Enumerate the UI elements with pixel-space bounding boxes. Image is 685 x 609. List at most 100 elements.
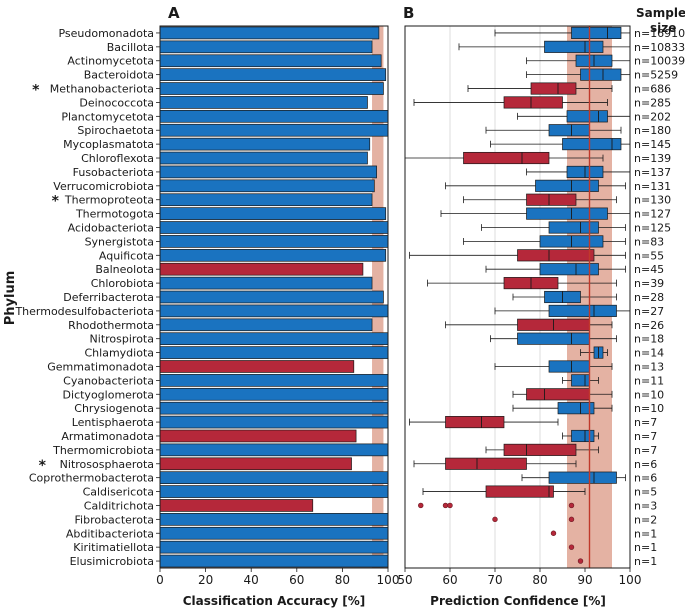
flier-point [447, 502, 453, 509]
category-label-chrysiogenota: Chrysiogenota [74, 402, 154, 415]
sample-size-planctomycetota: n=202 [634, 110, 671, 123]
sample-size-chloroflexota: n=139 [634, 152, 671, 165]
box-chloroflexota [463, 151, 550, 165]
box-bacillota [544, 40, 604, 53]
flier-point [568, 516, 575, 523]
panel-b-x-tick-80: 80 [532, 573, 547, 587]
panel-b-x-tick-70: 70 [487, 573, 502, 587]
bar-thermotogota [159, 207, 387, 220]
sample-size-abditibacteriota: n=1 [634, 527, 657, 540]
category-label-rhodothermota: Rhodothermota [68, 319, 154, 332]
bar-aquificota [159, 248, 387, 262]
box-acidobacteriota [548, 221, 599, 234]
sample-size-bacillota: n=10833 [634, 41, 685, 54]
category-label-nitrososphaerota: Nitrososphaerota [60, 458, 154, 471]
flier-point [492, 516, 498, 523]
category-label-cyanobacteriota: Cyanobacteriota [63, 374, 154, 387]
category-label-coprothermobacterota: Coprothermobacterota [29, 472, 154, 485]
category-label-fusobacteriota: Fusobacteriota [73, 166, 154, 179]
panel-b-x-tick-50: 50 [397, 573, 412, 587]
category-label-chlamydiota: Chlamydiota [85, 347, 155, 360]
panel-a-letter: A [168, 4, 180, 22]
category-label-armatimonadota: Armatimonadota [61, 430, 154, 443]
bar-pseudomonadota [159, 26, 380, 40]
bar-verrucomicrobiota [159, 179, 375, 193]
panel-b-x-tick-100: 100 [619, 573, 642, 587]
category-label-bacillota: Bacillota [107, 41, 154, 54]
panel-a-x-tick-20: 20 [198, 573, 213, 587]
box-planctomycetota [566, 110, 608, 123]
sample-size-fibrobacterota: n=2 [634, 513, 657, 526]
sample-size-calditrichota: n=3 [634, 499, 657, 512]
sample-size-elusimicrobiota: n=1 [634, 555, 657, 568]
category-label-spirochaetota: Spirochaetota [77, 124, 154, 137]
panel-b-frame [404, 25, 631, 569]
sample-size-verrucomicrobiota: n=131 [634, 180, 671, 193]
flier-point [550, 530, 557, 536]
category-label-fibrobacterota: Fibrobacterota [75, 513, 155, 526]
flier-point [568, 544, 575, 550]
bar-bacteroidota [159, 68, 387, 81]
bar-rhodothermota [159, 318, 373, 332]
sample-size-balneolota: n=45 [634, 263, 664, 276]
category-label-kiritimatiellota: Kiritimatiellota [73, 541, 154, 554]
sample-size-thermomicrobiota: n=7 [634, 444, 657, 457]
box-coprothermobacterota [548, 471, 617, 484]
category-label-deferribacterota: Deferribacterota [63, 291, 154, 304]
bar-chrysiogenota [159, 401, 389, 415]
sample-size-chlamydiota: n=14 [634, 347, 664, 360]
panel-a-x-tick-0: 0 [156, 573, 164, 587]
box-armatimonadota [571, 429, 595, 443]
bar-chlamydiota [159, 346, 389, 359]
sample-size-thermoproteota: n=130 [634, 194, 671, 207]
sample-size-gemmatimonadota: n=13 [634, 360, 664, 373]
bar-lentisphaerota [159, 415, 389, 429]
panel-a-x-label: Classification Accuracy [%] [183, 594, 366, 608]
bar-elusimicrobiota [159, 554, 389, 568]
sample-size-cyanobacteriota: n=11 [634, 374, 664, 387]
category-label-actinomycetota: Actinomycetota [67, 55, 154, 68]
bar-gemmatimonadota [159, 360, 355, 373]
sample-size-rhodothermota: n=26 [634, 319, 664, 332]
category-label-gemmatimonadota: Gemmatimonadota [47, 360, 154, 373]
box-mycoplasmatota [562, 138, 622, 151]
panel-a-frame [159, 25, 389, 569]
bar-thermoproteota [159, 193, 373, 207]
panel-a-x-tick-100: 100 [377, 573, 400, 587]
bar-chloroflexota [159, 151, 368, 165]
category-label-mycoplasmatota: Mycoplasmatota [63, 138, 154, 151]
bar-balneolota [159, 262, 364, 276]
category-label-dictyoglomerota: Dictyoglomerota [63, 388, 154, 401]
bar-acidobacteriota [159, 221, 389, 234]
box-thermodesulfobacteriota [548, 304, 617, 317]
category-label-chloroflexota: Chloroflexota [81, 152, 154, 165]
category-label-deinococcota: Deinococcota [79, 96, 154, 109]
bar-cyanobacteriota [159, 374, 389, 387]
bar-coprothermobacterota [159, 471, 389, 484]
category-label-methanobacteriota: Methanobacteriota [50, 83, 154, 96]
marker-asterisk: * [32, 83, 40, 99]
flier-point [418, 502, 424, 509]
flier-point [442, 502, 449, 509]
category-label-balneolota: Balneolota [95, 263, 154, 276]
sample-size-bacteroidota: n=5259 [634, 69, 678, 82]
sample-size-kiritimatiellota: n=1 [634, 541, 657, 554]
box-aquificota [517, 249, 595, 262]
box-lentisphaerota [445, 416, 505, 429]
category-label-pseudomonadota: Pseudomonadota [58, 27, 154, 40]
category-label-acidobacteriota: Acidobacteriota [68, 222, 154, 235]
bar-kiritimatiellota [159, 540, 389, 554]
panel-b-letter: B [403, 4, 414, 22]
sample-size-lentisphaerota: n=7 [634, 416, 657, 429]
sample-size-deferribacterota: n=28 [634, 291, 664, 304]
category-label-bacteroidota: Bacteroidota [84, 69, 154, 82]
sample-size-actinomycetota: n=10039 [634, 55, 685, 68]
category-label-elusimicrobiota: Elusimicrobiota [70, 555, 154, 568]
category-label-nitrospirota: Nitrospirota [90, 333, 154, 346]
panel-a-x-tick-40: 40 [244, 573, 259, 587]
category-label-thermomicrobiota: Thermomicrobiota [52, 444, 154, 457]
box-thermotogota [526, 207, 608, 220]
sample-size-deinococcota: n=285 [634, 96, 671, 109]
box-nitrososphaerota [445, 457, 527, 470]
